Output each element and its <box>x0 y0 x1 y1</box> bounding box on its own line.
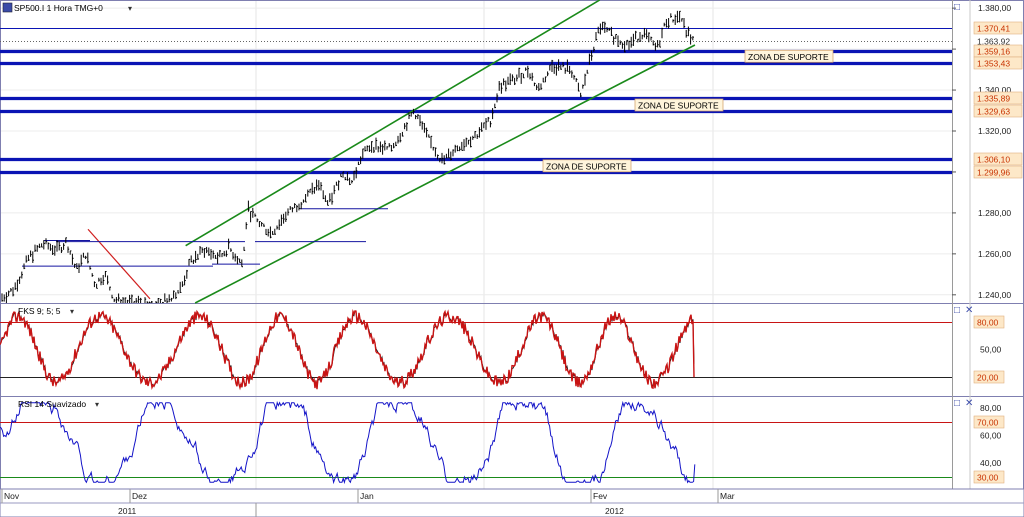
fks-level-label-bg <box>973 315 1005 329</box>
price-level-label: 1.306,10 <box>977 155 1010 165</box>
rsi-level-label-bg <box>973 470 1005 484</box>
x-year-label: 2011 <box>118 506 137 516</box>
trend-channel <box>87 0 696 304</box>
price-level-label-bg <box>973 91 1023 105</box>
price-level-label-bg <box>973 56 1023 70</box>
y-tick-label: 1.380,00 <box>978 3 1011 13</box>
channel-upper-line <box>185 0 601 247</box>
price-level-label: 1.329,63 <box>977 107 1010 117</box>
rsi-level-label: 30,00 <box>977 473 999 483</box>
price-level-label-bg <box>973 104 1023 118</box>
close-icon: ✕ <box>965 398 973 409</box>
support-zone-box <box>542 159 632 173</box>
price-level-label-bg <box>974 35 1022 47</box>
symbol-label: SP500.I 1 Hora TMG+0 <box>14 3 103 13</box>
chevron-down-icon: ▾ <box>70 307 74 316</box>
price-level-label-bg <box>973 152 1023 166</box>
price-level-label: 1.299,96 <box>977 168 1010 178</box>
fks-panel-content <box>0 308 952 391</box>
rsi-panel-content <box>0 400 952 485</box>
maximize-icon: □ <box>954 2 960 13</box>
rsi-level-label-bg <box>973 415 1005 429</box>
labels: 1.370,41 1.363,921.359,16 1.353,43 1.335,89… <box>2 2 1023 484</box>
support-zone-box <box>744 49 834 63</box>
chevron-down-icon: ▾ <box>128 4 132 13</box>
y-tick-label: 60,00 <box>980 431 1002 441</box>
x-month-label: Dez <box>132 491 147 501</box>
fks-level-label: 80,00 <box>977 318 999 328</box>
symbol-icon <box>2 2 13 13</box>
x-month-label: Nov <box>4 491 20 501</box>
maximize-icon: □ <box>954 305 960 316</box>
fks-line <box>0 308 695 391</box>
y-tick-label: 50,00 <box>980 345 1002 355</box>
rsi-panel-title: RSI 14 Suavizado <box>18 399 86 409</box>
y-tick-label: 1.260,00 <box>978 249 1011 259</box>
y-tick-label: 80,00 <box>980 403 1002 413</box>
rsi-line <box>0 400 696 485</box>
price-level-label: 1.353,43 <box>977 59 1010 69</box>
price-level-label: 1.370,41 <box>977 24 1010 34</box>
x-month-label: Fev <box>593 491 608 501</box>
support-zone-box <box>634 98 724 112</box>
y-tick-label: 1.240,00 <box>978 290 1011 300</box>
x-month-label: Mar <box>720 491 735 501</box>
price-level-label: 1.363,92 <box>977 37 1010 47</box>
maximize-icon: □ <box>954 398 960 409</box>
x-year-label: 2012 <box>605 506 624 516</box>
fks-panel-title: FKS 9; 5; 5 <box>18 306 61 316</box>
channel-lower-line <box>194 44 696 304</box>
price-bars <box>1 10 694 304</box>
fks-level-label-bg <box>973 370 1005 384</box>
support-zone-label: ZONA DE SUPORTE <box>546 161 627 171</box>
price-level-label: 1.335,89 <box>977 94 1010 104</box>
support-zone-label: ZONA DE SUPORTE <box>638 100 719 110</box>
y-tick-label: 1.280,00 <box>978 208 1011 218</box>
manual-horizontal-lines <box>22 208 388 267</box>
rsi-level-label: 70,00 <box>977 418 999 428</box>
y-tick-label: 1.340,00 <box>978 85 1011 95</box>
price-level-label-bg <box>973 21 1023 35</box>
close-icon: ✕ <box>965 305 973 316</box>
price-level-label-bg <box>973 165 1023 179</box>
downtrend-line <box>87 228 151 300</box>
chevron-down-icon: ▾ <box>95 400 99 409</box>
fks-level-label: 20,00 <box>977 373 999 383</box>
price-level-label: 1.359,16 <box>977 47 1010 57</box>
y-tick-label: 40,00 <box>980 458 1002 468</box>
axes: 1.380,001.360,001.340,001.320,001.300,00… <box>0 3 1024 517</box>
y-tick-label: 1.320,00 <box>978 126 1011 136</box>
x-month-label: Jan <box>360 491 374 501</box>
support-zone-label: ZONA DE SUPORTE <box>748 52 829 62</box>
